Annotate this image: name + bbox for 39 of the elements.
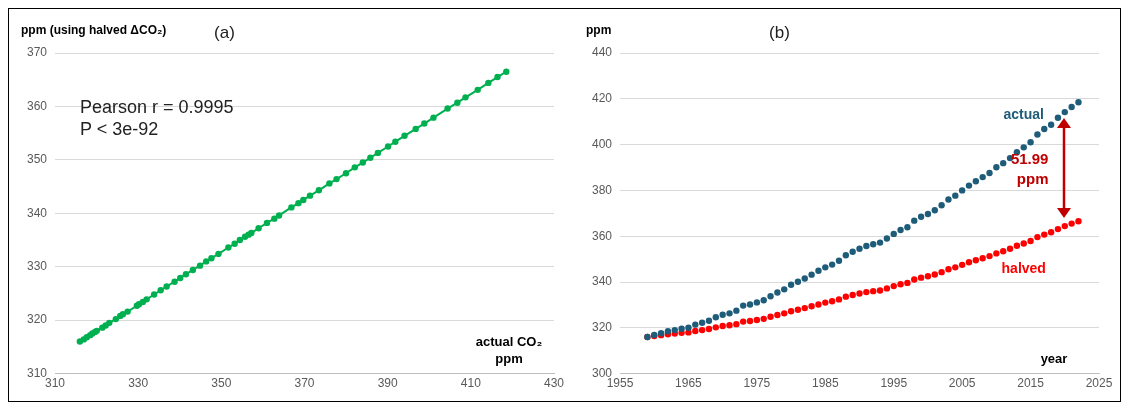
y-axis-title: ppm (using halved ΔCO₂) [21,23,167,38]
x-tick-label: 370 [294,376,315,391]
annotation: 51.99 ppm [1010,149,1049,187]
y-tick-label: 370 [26,45,48,60]
series-label: halved [1001,260,1046,277]
x-tick-label: 390 [377,376,399,391]
y-tick-label: 320 [591,320,613,335]
y-tick-label: 360 [591,228,613,243]
x-tick-label: 1975 [743,376,771,391]
y-tick-label: 340 [26,205,48,220]
x-tick-label: 1965 [675,376,703,391]
y-tick-label: 330 [26,259,48,274]
x-tick-label: 2015 [1017,376,1045,391]
x-tick-label: 330 [128,376,149,391]
annotation: P < 3e-92 [80,118,159,139]
y-axis-title: ppm [586,23,612,38]
y-tick-label: 320 [26,312,48,327]
y-tick-label: 380 [591,182,613,197]
x-tick-label: 1985 [811,376,839,391]
x-tick-label: 2005 [948,376,976,391]
y-tick-label: 400 [591,136,613,151]
series-label: actual [1003,106,1044,123]
y-tick-label: 340 [591,274,613,289]
annotation: Pearson r = 0.9995 [80,96,234,117]
x-tick-label: 1995 [880,376,908,391]
x-tick-label: 2025 [1085,376,1113,391]
x-tick-label: 410 [460,376,482,391]
y-tick-label: 440 [591,45,613,60]
y-tick-label: 360 [26,98,48,113]
x-tick-label: 430 [543,376,565,391]
y-tick-label: 420 [591,91,613,106]
chart-title: (b) [769,22,790,42]
y-tick-label: 310 [26,365,48,380]
x-tick-label: 310 [45,376,66,391]
x-axis-title: actual CO₂ ppm [475,334,543,367]
x-axis-title: year [1040,351,1068,367]
y-tick-label: 350 [26,152,48,167]
x-tick-label: 350 [211,376,232,391]
chart-title: (a) [214,22,235,42]
